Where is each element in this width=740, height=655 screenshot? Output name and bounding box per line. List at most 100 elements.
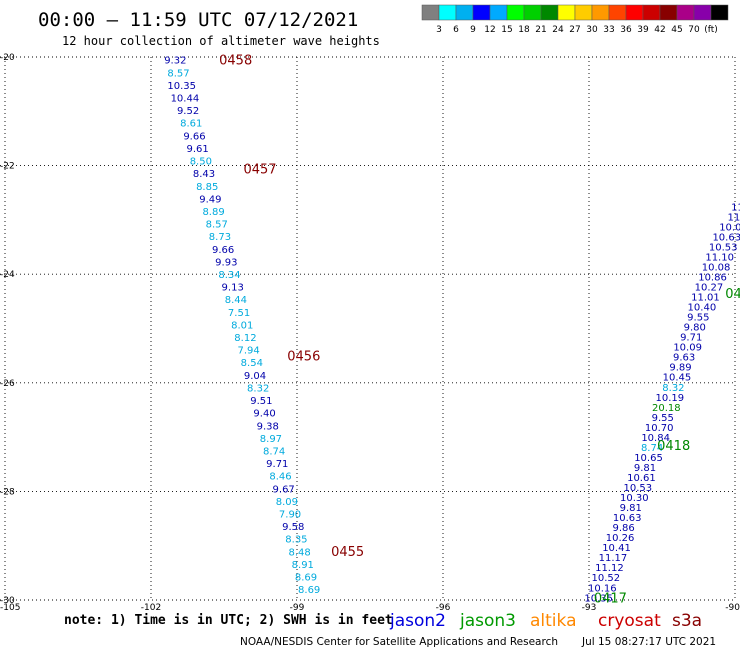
wave-height-label: 8.35 bbox=[285, 535, 307, 546]
wave-height-label: 9.32 bbox=[164, 56, 186, 67]
wave-height-label: 10.52 bbox=[592, 573, 621, 584]
wave-height-label: 10.53 bbox=[624, 483, 653, 494]
wave-height-label: 8.44 bbox=[225, 295, 247, 306]
wave-height-label: 9.58 bbox=[282, 522, 304, 533]
colorbar-swatch bbox=[676, 4, 695, 21]
wave-height-label: 8.01 bbox=[231, 320, 253, 331]
x-tick-label: -90 bbox=[725, 603, 740, 613]
wave-height-label: 10.44 bbox=[171, 94, 200, 105]
y-tick-label: -22 bbox=[0, 162, 15, 172]
wave-height-label: 9.55 bbox=[687, 313, 709, 324]
wave-height-label: 10.08 bbox=[702, 262, 731, 273]
colorbar-tick: 30 bbox=[586, 25, 598, 35]
colorbar-swatch bbox=[608, 4, 627, 21]
x-tick-label: -96 bbox=[436, 603, 451, 613]
wave-height-label: 9.51 bbox=[250, 396, 272, 407]
satellite-legend-entry: jason3 bbox=[459, 611, 516, 631]
wave-height-label: 10.40 bbox=[688, 303, 717, 314]
colorbar-tick: 18 bbox=[518, 25, 530, 35]
satellite-legend-entry: cryosat bbox=[598, 611, 661, 631]
wave-height-label: 8.57 bbox=[206, 220, 228, 231]
colorbar-tick: 33 bbox=[603, 25, 614, 35]
colorbar-swatch bbox=[591, 4, 610, 21]
colorbar-tick: 21 bbox=[535, 25, 546, 35]
wave-height-label: 11.01 bbox=[691, 293, 720, 304]
colorbar-tick: 39 bbox=[637, 25, 649, 35]
wave-height-label: 9.81 bbox=[620, 503, 642, 514]
colorbar-swatch bbox=[710, 4, 729, 21]
x-tick-label: -102 bbox=[141, 603, 161, 613]
wave-height-label: 8.89 bbox=[202, 207, 224, 218]
wave-height-label: 8.34 bbox=[218, 270, 240, 281]
wave-height-label: 10.30 bbox=[620, 493, 649, 504]
y-tick-label: -20 bbox=[0, 53, 15, 63]
wave-height-label: 11 bbox=[731, 202, 740, 213]
pass-time-label: 0455 bbox=[331, 545, 364, 560]
pass-time-label: 04 bbox=[725, 287, 740, 302]
pass-time-label: 0417 bbox=[594, 591, 627, 606]
wave-height-label: 11.12 bbox=[595, 563, 624, 574]
colorbar-tick: 36 bbox=[620, 25, 632, 35]
wave-height-label: 10.35 bbox=[167, 81, 196, 92]
wave-height-label: 11 bbox=[728, 212, 740, 223]
satellite-legend-entry: altika bbox=[530, 611, 577, 631]
pass-time-label: 0418 bbox=[657, 439, 690, 454]
footer-timestamp: Jul 15 08:27:17 UTC 2021 bbox=[581, 636, 716, 648]
colorbar-tick: 9 bbox=[470, 25, 476, 35]
colorbar-tick: 45 bbox=[671, 25, 682, 35]
colorbar-tick: 3 bbox=[436, 25, 442, 35]
colorbar-swatch bbox=[625, 4, 644, 21]
wave-height-label: 8.69 bbox=[298, 585, 320, 596]
wave-height-label: 8.50 bbox=[190, 157, 212, 168]
wave-height-label: 8.74 bbox=[641, 443, 663, 454]
y-tick-label: -24 bbox=[0, 270, 15, 280]
wave-height-label: 10.19 bbox=[656, 393, 685, 404]
wave-height-label: 20.18 bbox=[652, 403, 681, 414]
wave-height-label: 9.71 bbox=[266, 459, 288, 470]
pass-time-labels: 0458 0457 0456 0455 0418 0417 04 bbox=[219, 54, 740, 607]
wave-height-label: 9.80 bbox=[684, 323, 706, 334]
wave-height-label: 7.90 bbox=[279, 510, 301, 521]
wave-height-label: 8.91 bbox=[292, 560, 314, 571]
colorbar-tick: 24 bbox=[552, 25, 564, 35]
colorbar-tick: 27 bbox=[569, 25, 580, 35]
axis-labels: -105 -102 -99 -96 -93 -90 -20 -22 -24 -26 -28 -30 bbox=[0, 53, 740, 613]
chart-title: 00:00 – 11:59 UTC 07/12/2021 bbox=[38, 9, 358, 31]
wave-height-label: 10.63 bbox=[712, 232, 740, 243]
wave-height-label: 9.40 bbox=[253, 409, 275, 420]
satellite-legend-entry: s3a bbox=[672, 611, 702, 631]
x-tick-label: -105 bbox=[0, 603, 20, 613]
colorbar-tick: 42 bbox=[654, 25, 665, 35]
wave-height-label: 10.53 bbox=[709, 242, 738, 253]
wave-height-label: 8.46 bbox=[269, 472, 291, 483]
wave-height-label: 9.52 bbox=[177, 106, 199, 117]
wave-height-label: 10.41 bbox=[602, 543, 631, 554]
colorbar-tick: (ft) bbox=[704, 25, 718, 35]
wave-height-label: 11.10 bbox=[705, 252, 734, 263]
colorbar-swatch bbox=[693, 4, 712, 21]
colorbar-tick: 12 bbox=[484, 25, 495, 35]
wave-height-label: 9.66 bbox=[212, 245, 234, 256]
wave-height-points: 9.328.5710.3510.449.528.619.669.618.508.… bbox=[164, 56, 740, 605]
wave-height-label: 8.97 bbox=[260, 434, 282, 445]
wave-height-label: 9.55 bbox=[652, 413, 674, 424]
x-tick-label: -99 bbox=[290, 603, 305, 613]
colorbar-swatch bbox=[489, 4, 508, 21]
wave-height-label: 10.26 bbox=[606, 533, 635, 544]
colorbar-swatch bbox=[506, 4, 525, 21]
wave-height-label: 9.66 bbox=[183, 131, 205, 142]
colorbar-swatch bbox=[421, 4, 440, 21]
satellite-legend-entry: jason2 bbox=[389, 611, 446, 631]
wave-height-label: 8.85 bbox=[196, 182, 218, 193]
wave-height-label: 10.27 bbox=[695, 283, 724, 294]
wave-height-label: 9.38 bbox=[257, 421, 279, 432]
wave-height-label: 7.94 bbox=[237, 346, 259, 357]
wave-height-label: 10.45 bbox=[663, 373, 692, 384]
colorbar-swatch bbox=[540, 4, 559, 21]
wave-height-label: 8.32 bbox=[662, 383, 684, 394]
y-tick-label: -28 bbox=[0, 487, 15, 497]
wave-height-label: 8.69 bbox=[295, 573, 317, 584]
wave-height-label: 10.0 bbox=[719, 222, 740, 233]
grid-lines bbox=[0, 56, 736, 601]
